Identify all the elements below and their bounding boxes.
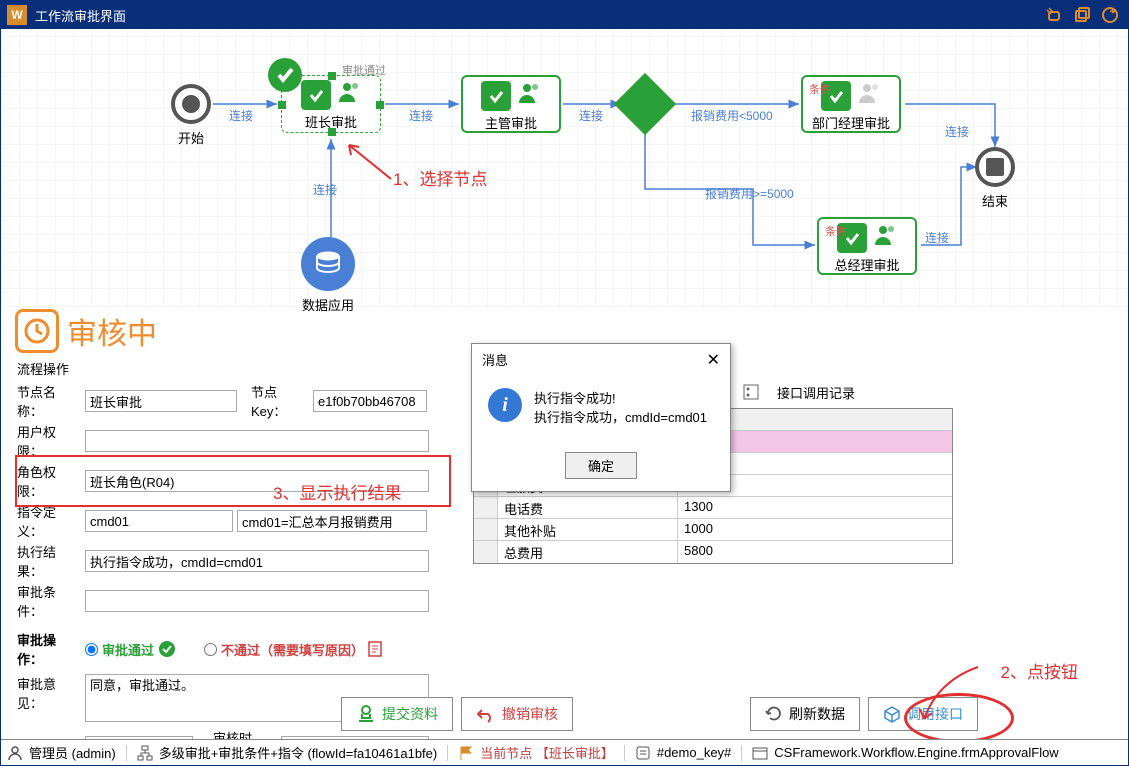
message-dialog: 消息 ✕ i 执行指令成功! 执行指令成功，cmdId=cmd01 确定 — [471, 343, 731, 492]
node-2[interactable]: 主管审批 — [461, 75, 561, 133]
flag-icon — [458, 745, 474, 761]
cmd-id-input[interactable] — [85, 510, 233, 532]
node-3[interactable]: 条件 部门经理审批 — [801, 75, 901, 133]
submit-button[interactable]: 提交资料 — [341, 697, 453, 731]
annotation: 1、选择节点 — [393, 165, 487, 190]
edge-label: 连接 — [313, 181, 337, 198]
edge-label: 连接 — [579, 107, 603, 124]
status-class: CSFramework.Workflow.Engine.frmApprovalF… — [774, 745, 1058, 760]
status-key: #demo_key# — [657, 745, 731, 760]
flow-icon — [137, 745, 153, 761]
radio-fail[interactable]: 不通过（需要填写原因） — [204, 640, 364, 659]
info-icon: i — [488, 388, 522, 422]
check-circle-icon — [158, 640, 176, 658]
list-icon — [743, 384, 761, 402]
dialog-close-icon[interactable]: ✕ — [707, 350, 720, 370]
title-bar: W 工作流审批界面 — [1, 1, 1128, 29]
stamp-icon — [356, 704, 376, 724]
refresh-icon — [765, 705, 783, 723]
data-node[interactable]: 数据应用 — [301, 237, 355, 314]
tab-log[interactable]: 接口调用记录 — [777, 383, 855, 402]
arrow-icon — [341, 139, 401, 189]
node-name-input[interactable] — [85, 390, 237, 412]
action-bar: 提交资料 撤销审核 刷新数据 调用接口 2、点按钮 — [1, 697, 1128, 731]
edge-label: 连接 — [945, 123, 969, 140]
minimize-icon[interactable] — [1042, 3, 1066, 27]
status-bar: 管理员 (admin) 多级审批+审批条件+指令 (flowId=fa10461… — [1, 739, 1128, 765]
exec-result-input[interactable] — [85, 550, 429, 572]
dialog-line: 执行指令成功，cmdId=cmd01 — [534, 407, 707, 426]
node-key-input[interactable] — [313, 390, 427, 412]
edge-label: 连接 — [229, 107, 253, 124]
approve-cond-input[interactable] — [85, 590, 429, 612]
window-title: 工作流审批界面 — [35, 6, 126, 25]
annotation: 3、显示执行结果 — [273, 479, 401, 504]
person-icon — [337, 80, 361, 104]
note-icon — [368, 641, 384, 657]
edge-label: 连接 — [925, 229, 949, 246]
workflow-edges — [1, 29, 1128, 307]
clock-icon — [15, 309, 59, 353]
workflow-canvas[interactable]: 开始 数据应用 审批通过 班长审批 主管审批 — [1, 29, 1128, 307]
start-node[interactable]: 开始 — [171, 84, 211, 147]
edge-label: 连接 — [409, 107, 433, 124]
arrow-icon — [908, 661, 988, 731]
cube-icon — [883, 705, 901, 723]
clipboard-icon — [301, 80, 331, 110]
key-icon — [635, 745, 651, 761]
user-icon — [7, 745, 23, 761]
edge-label: 报销费用<5000 — [691, 107, 773, 124]
refresh-button[interactable]: 刷新数据 — [750, 697, 860, 731]
radio-pass[interactable]: 审批通过 — [85, 640, 154, 659]
status-current: 当前节点 【班长审批】 — [480, 743, 614, 762]
app-logo: W — [7, 5, 27, 25]
dialog-line: 执行指令成功! — [534, 388, 707, 407]
person-icon — [517, 81, 541, 105]
window-icon — [752, 745, 768, 761]
revoke-button[interactable]: 撤销审核 — [461, 697, 573, 731]
status-user: 管理员 (admin) — [29, 743, 116, 762]
check-icon — [268, 58, 302, 92]
clipboard-icon — [481, 81, 511, 111]
dialog-title: 消息 — [482, 350, 508, 370]
annotation: 2、点按钮 — [1001, 658, 1078, 683]
node-1[interactable]: 审批通过 班长审批 — [281, 75, 381, 133]
end-node[interactable]: 结束 — [975, 147, 1015, 210]
node-4[interactable]: 条件 总经理审批 — [817, 217, 917, 275]
person-icon — [873, 223, 897, 247]
table-row[interactable]: 电话费1300 — [474, 497, 952, 519]
person-icon — [857, 81, 881, 105]
gateway-node[interactable] — [623, 82, 667, 126]
maximize-icon[interactable] — [1070, 3, 1094, 27]
close-icon[interactable] — [1098, 3, 1122, 27]
table-row[interactable]: 其他补贴1000 — [474, 519, 952, 541]
ok-button[interactable]: 确定 — [565, 452, 637, 479]
cmd-desc-input[interactable] — [237, 510, 427, 532]
status-flow: 多级审批+审批条件+指令 (flowId=fa10461a1bfe) — [159, 743, 438, 762]
edge-label: 报销费用>=5000 — [705, 185, 794, 202]
user-perm-input[interactable] — [85, 430, 429, 452]
table-row[interactable]: 总费用5800 — [474, 541, 952, 563]
undo-icon — [476, 704, 496, 724]
